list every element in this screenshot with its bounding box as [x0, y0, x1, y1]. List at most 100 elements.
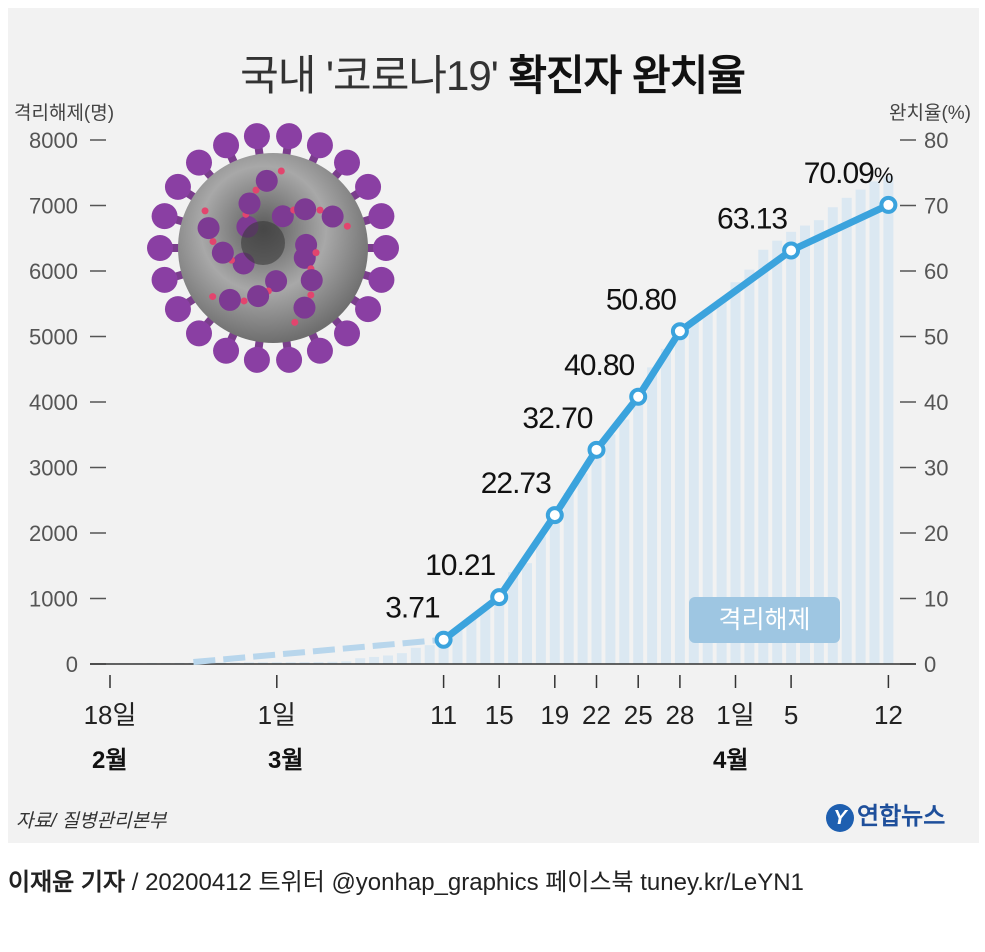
virus-spike-front — [238, 192, 261, 215]
bar — [508, 572, 519, 664]
bar — [230, 662, 241, 664]
dashed-line-segment — [193, 636, 444, 666]
logo-text: 연합뉴스 — [857, 803, 946, 830]
bar — [563, 492, 574, 664]
data-label-value: 32.70 — [522, 402, 592, 435]
virus-protein-dot — [307, 291, 315, 299]
line-point — [490, 588, 509, 607]
footer-rest: / 20200412 트위터 @yonhap_graphics 페이스북 tun… — [125, 869, 804, 896]
bar — [396, 653, 407, 664]
line-point — [434, 630, 453, 649]
virus-core — [241, 221, 285, 265]
virus-spike-front — [294, 198, 317, 221]
left-tick-label: 6000 — [29, 259, 78, 284]
chart-svg: 0 1000 2000 3000 4000 5000 6000 7000 8000 0 10 20 30… — [29, 123, 948, 730]
virus-spike-head — [151, 266, 178, 293]
data-label-value: 22.73 — [481, 467, 551, 500]
line-point — [629, 387, 648, 406]
bar — [605, 434, 616, 664]
bar — [730, 282, 741, 664]
line-point — [782, 241, 801, 260]
bar — [257, 662, 268, 664]
right-tick-label: 80 — [924, 128, 948, 153]
bar — [869, 181, 880, 664]
virus-spike-front — [300, 269, 323, 292]
bar — [800, 225, 810, 664]
x-tick-label: 18일 — [84, 700, 137, 730]
virus-spike-head — [368, 266, 395, 293]
right-tick-label: 0 — [924, 652, 936, 677]
title-bold: 확진자 완치율 — [508, 52, 746, 99]
virus-spike-head — [355, 173, 382, 200]
bar — [688, 321, 699, 664]
right-tick-label: 10 — [924, 587, 948, 612]
virus-spike-head — [333, 320, 360, 347]
bar — [341, 661, 352, 664]
x-tick-label: 1일 — [716, 700, 754, 730]
line-point — [587, 440, 606, 459]
bar — [883, 176, 894, 664]
bar — [244, 662, 254, 664]
bar — [355, 658, 366, 664]
left-tick-label: 5000 — [29, 325, 78, 350]
bar — [716, 299, 727, 664]
data-label-value: 40.80 — [564, 349, 634, 382]
title-light: 국내 '코로나19' — [240, 52, 499, 99]
right-tick-label: 30 — [924, 456, 948, 481]
line-point — [670, 322, 689, 341]
labels-group: 3.71 10.21 22.73 32.70 40.80 50.80 63.13 70.09% — [385, 157, 894, 625]
line-point — [879, 195, 898, 214]
data-label: 40.80 — [564, 349, 634, 382]
data-label-value: 50.80 — [606, 283, 676, 316]
left-axis-title: 격리해제(명) — [14, 103, 115, 124]
coronavirus-illustration-icon — [147, 123, 399, 373]
virus-spike-head — [243, 123, 270, 150]
x-tick-label: 22 — [582, 700, 611, 730]
virus-protein-dot — [291, 318, 299, 326]
bar — [285, 662, 296, 664]
virus-protein-dot — [312, 249, 320, 257]
virus-spike-front — [265, 270, 288, 293]
bar — [661, 348, 671, 664]
virus-spike-head — [276, 123, 303, 150]
virus-spike-head — [368, 203, 395, 230]
recovery-rate-line — [440, 201, 892, 644]
virus-protein-dot — [277, 167, 285, 175]
left-tick-label: 7000 — [29, 194, 78, 219]
bar — [577, 473, 588, 664]
virus-spike-head — [306, 337, 333, 364]
virus-protein-dot — [252, 186, 260, 194]
left-tick-label: 1000 — [29, 587, 78, 612]
x-tick-label: 28 — [665, 700, 694, 730]
virus-spike-front — [197, 217, 220, 240]
virus-spike-head — [373, 235, 399, 261]
bar — [855, 189, 866, 664]
bar — [383, 655, 393, 664]
bar — [299, 662, 310, 664]
virus-protein-dot — [240, 297, 248, 305]
bar — [480, 609, 491, 664]
data-label: 3.71 — [385, 592, 440, 625]
bar — [633, 392, 644, 664]
data-label-suffix: % — [874, 163, 893, 188]
footer-credit: 이재윤 기자 / 20200412 트위터 @yonhap_graphics 페… — [8, 862, 804, 897]
virus-spike-head — [306, 132, 333, 159]
bar — [369, 656, 380, 664]
data-label-value: 70.09 — [804, 157, 874, 190]
month-label-apr: 4월 — [713, 747, 749, 774]
bar — [758, 249, 769, 664]
bar — [327, 661, 338, 664]
right-tick-label: 20 — [924, 521, 948, 546]
bar — [466, 617, 477, 664]
virus-spike-head — [213, 132, 240, 159]
left-tick-label: 2000 — [29, 521, 78, 546]
bar — [813, 220, 824, 664]
data-label-value: 63.13 — [717, 202, 787, 235]
left-tick-label: 8000 — [29, 128, 78, 153]
data-label-value: 3.71 — [385, 592, 440, 625]
virus-spike-head — [355, 296, 382, 323]
left-tick-label: 0 — [66, 652, 78, 677]
right-axis-title: 완치율(%) — [889, 103, 971, 124]
virus-spike-head — [243, 346, 270, 373]
x-tick-label: 11 — [430, 700, 457, 730]
